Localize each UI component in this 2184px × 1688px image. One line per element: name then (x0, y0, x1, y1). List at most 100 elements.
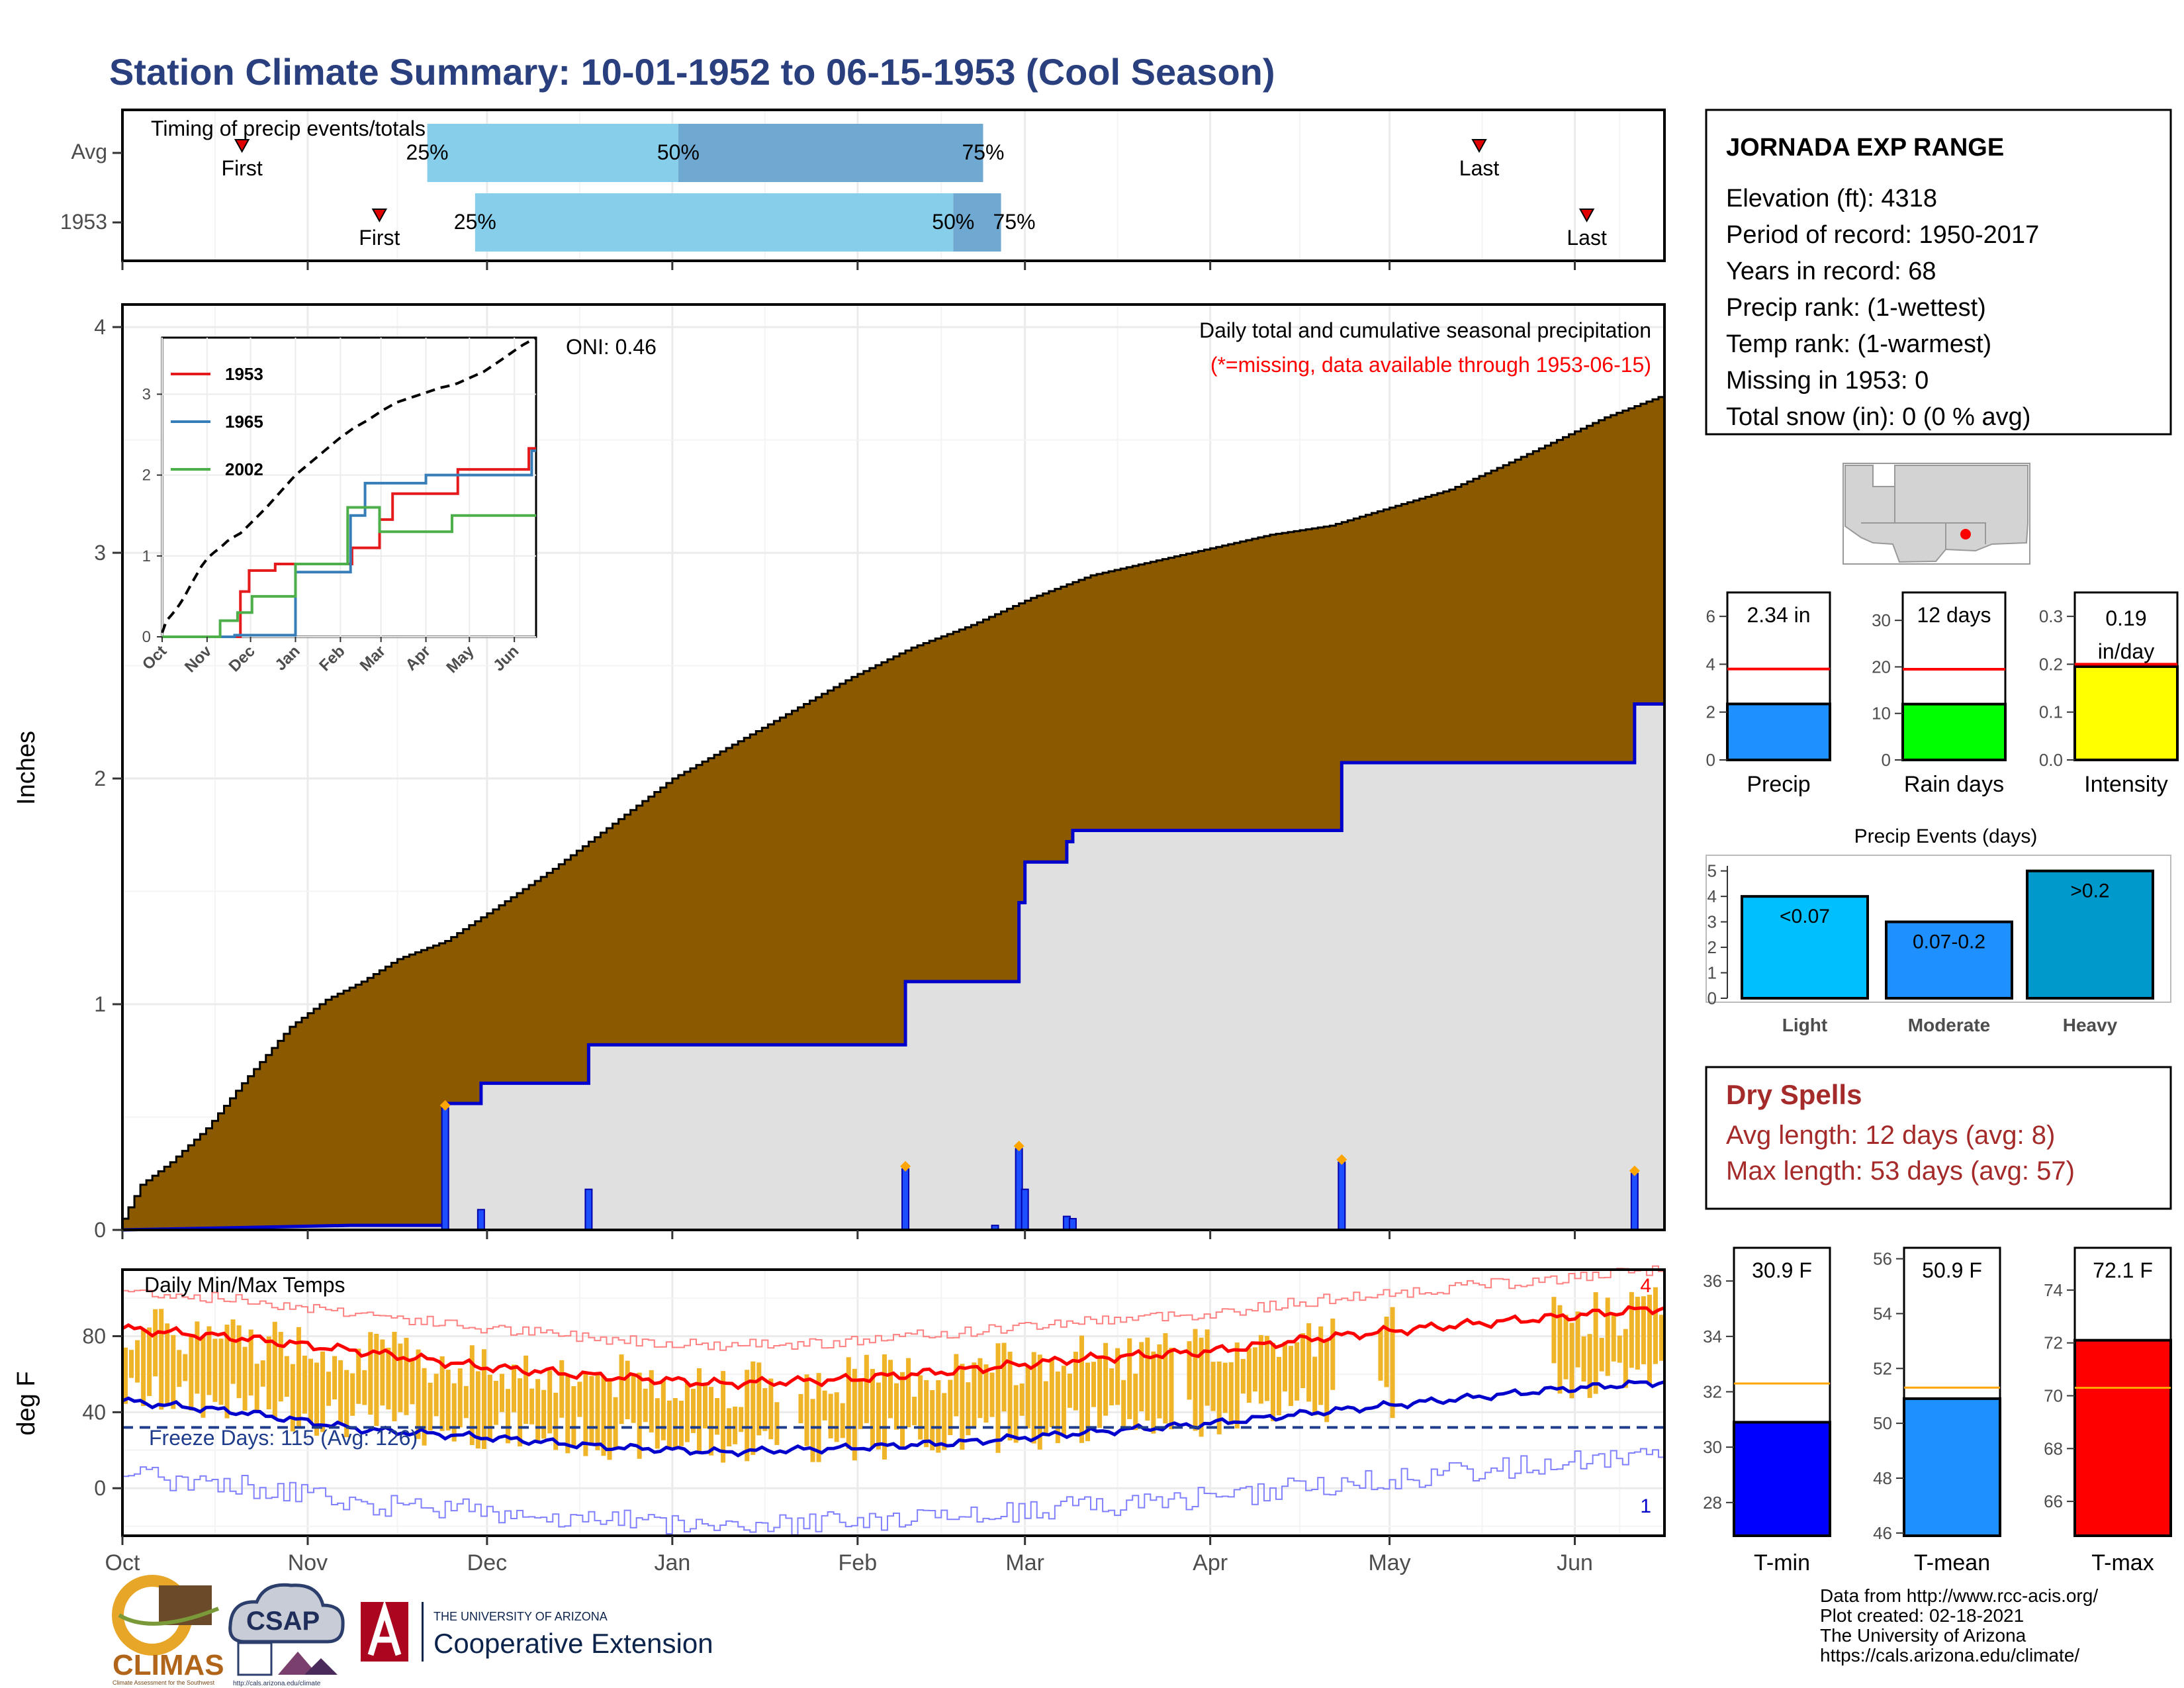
daily-temp-bar (350, 1373, 355, 1416)
events-y-tick-label: 1 (1707, 963, 1717, 983)
daily-temp-bar (344, 1370, 349, 1438)
daily-temp-bar (302, 1355, 307, 1414)
precip-panel-title: Daily total and cumulative seasonal prec… (1199, 318, 1651, 342)
daily-temp-bar (469, 1345, 475, 1446)
daily-temp-bar (535, 1379, 541, 1441)
daily-temp-bar (739, 1407, 744, 1432)
daily-temp-bar (804, 1374, 809, 1446)
precip-y-tick-label: 0 (94, 1218, 106, 1242)
daily-temp-bar (129, 1350, 134, 1378)
daily-temp-bar (625, 1360, 630, 1420)
mini-chart-bar (1726, 702, 1831, 761)
events-y-tick-label: 2 (1707, 937, 1717, 957)
station-info-line: Total snow (in): 0 (0 % avg) (1726, 403, 2030, 431)
freeze-days-label: Freeze Days: 115 (Avg: 126) (149, 1426, 418, 1450)
daily-precip-marker (900, 1160, 911, 1172)
daily-temp-bar (1228, 1362, 1234, 1425)
daily-temp-bar (481, 1349, 486, 1449)
daily-temp-bar (595, 1372, 600, 1450)
daily-temp-bar (541, 1389, 547, 1439)
inset-y-tick-label: 0 (142, 628, 151, 646)
mini-chart-tick-label: 56 (1873, 1249, 1892, 1269)
daily-temp-bar (660, 1380, 666, 1440)
daily-temp-bar (768, 1378, 774, 1440)
daily-temp-bar (278, 1331, 283, 1402)
daily-temp-bar (966, 1382, 971, 1436)
daily-temp-bar (1276, 1356, 1282, 1416)
daily-temp-bar (960, 1364, 965, 1450)
ua-logo: THE UNIVERSITY OF ARIZONA Cooperative Ex… (361, 1599, 713, 1662)
daily-temp-bar (1061, 1366, 1066, 1437)
mini-chart-t-min: 28 30 32 34 36 30.9 F T-min (1703, 1246, 1831, 1575)
daily-temp-bar (721, 1371, 726, 1463)
daily-temp-bar (834, 1392, 839, 1442)
station-info-line: Precip rank: (1-wettest) (1726, 294, 1986, 322)
daily-temp-bar (499, 1374, 504, 1413)
climas-logo-text: CLIMAS (113, 1649, 224, 1681)
daily-temp-bar (1581, 1336, 1586, 1382)
avg-max-line (121, 1305, 1665, 1391)
daily-temp-bar (224, 1325, 230, 1419)
station-info-line: Period of record: 1950-2017 (1726, 221, 2039, 249)
mini-chart-tick-label: 66 (2044, 1491, 2063, 1511)
daily-temp-bar (1569, 1323, 1574, 1399)
daily-temp-bar (1324, 1340, 1330, 1423)
daily-temp-bar (1300, 1333, 1306, 1389)
credit-line-3: The University of Arizona (1820, 1625, 2026, 1646)
mini-chart-tick-label: 0.0 (2039, 750, 2063, 770)
daily-temp-bar (1067, 1374, 1072, 1408)
daily-temp-bar (1270, 1342, 1275, 1421)
daily-temp-bar (374, 1333, 379, 1427)
footer-credits: Data from http://www.rcc-acis.org/ Plot … (1820, 1585, 2098, 1665)
daily-temp-bar (1240, 1358, 1246, 1394)
mini-chart-value-label: 2.34 in (1747, 603, 1810, 627)
cumulative-1953-line (122, 702, 1664, 1232)
daily-temp-bar (1246, 1348, 1251, 1403)
inset-x-tick-label: Jan (271, 642, 303, 674)
daily-temp-bar (822, 1390, 827, 1421)
timing-label-last: Last (1567, 226, 1607, 250)
daily-temp-bar (505, 1389, 511, 1444)
mini-chart-tick-label: 0.3 (2039, 606, 2063, 626)
daily-temp-bar (1043, 1381, 1048, 1436)
precip-event-category-label: Moderate (1908, 1015, 1990, 1035)
daily-temp-bar (774, 1402, 780, 1445)
daily-temp-bar (678, 1400, 684, 1446)
inset-x-tick-label: Feb (316, 642, 348, 675)
daily-temp-bar (1264, 1336, 1269, 1401)
daily-temp-bar (589, 1376, 594, 1446)
daily-temp-bar (248, 1329, 253, 1396)
daily-temp-bar (493, 1381, 498, 1425)
precip-event-bin-label: >0.2 (2070, 880, 2109, 902)
daily-precip-bar (441, 1107, 449, 1231)
daily-temp-bar (338, 1360, 343, 1425)
station-info-line: Elevation (ft): 4318 (1726, 185, 1937, 212)
daily-temp-bar (147, 1327, 152, 1396)
daily-temp-bar (643, 1388, 648, 1423)
daily-temp-bar (709, 1387, 714, 1456)
daily-temp-bar (1139, 1342, 1144, 1411)
mini-chart-bar (1901, 702, 2007, 761)
daily-temp-bar (201, 1337, 206, 1418)
inset-y-tick-label: 2 (142, 467, 151, 485)
daily-temp-bar (613, 1397, 618, 1448)
daily-temp-bar (649, 1370, 654, 1432)
daily-temp-bar (1563, 1315, 1569, 1380)
daily-temp-bar (1312, 1356, 1318, 1416)
timing-row-avg-label: Avg (71, 140, 107, 164)
mini-chart-tick-label: 50 (1873, 1413, 1892, 1433)
daily-temp-bar (715, 1398, 720, 1435)
daily-temp-bar (637, 1372, 642, 1459)
daily-temp-bar (153, 1309, 158, 1377)
daily-temp-bar (523, 1355, 529, 1425)
daily-temp-bar (810, 1399, 815, 1462)
daily-temp-bar (296, 1327, 301, 1427)
daily-temp-bar (1187, 1341, 1192, 1400)
daily-temp-bar (690, 1389, 696, 1433)
mini-chart-tick-label: 30 (1872, 610, 1891, 630)
daily-precip-bar (1021, 1188, 1029, 1231)
mini-chart-value-label: 12 days (1917, 603, 1991, 627)
inset-series-line-1965 (162, 449, 536, 638)
daily-temp-bar (1145, 1337, 1150, 1421)
timing-label-first: First (359, 226, 400, 250)
